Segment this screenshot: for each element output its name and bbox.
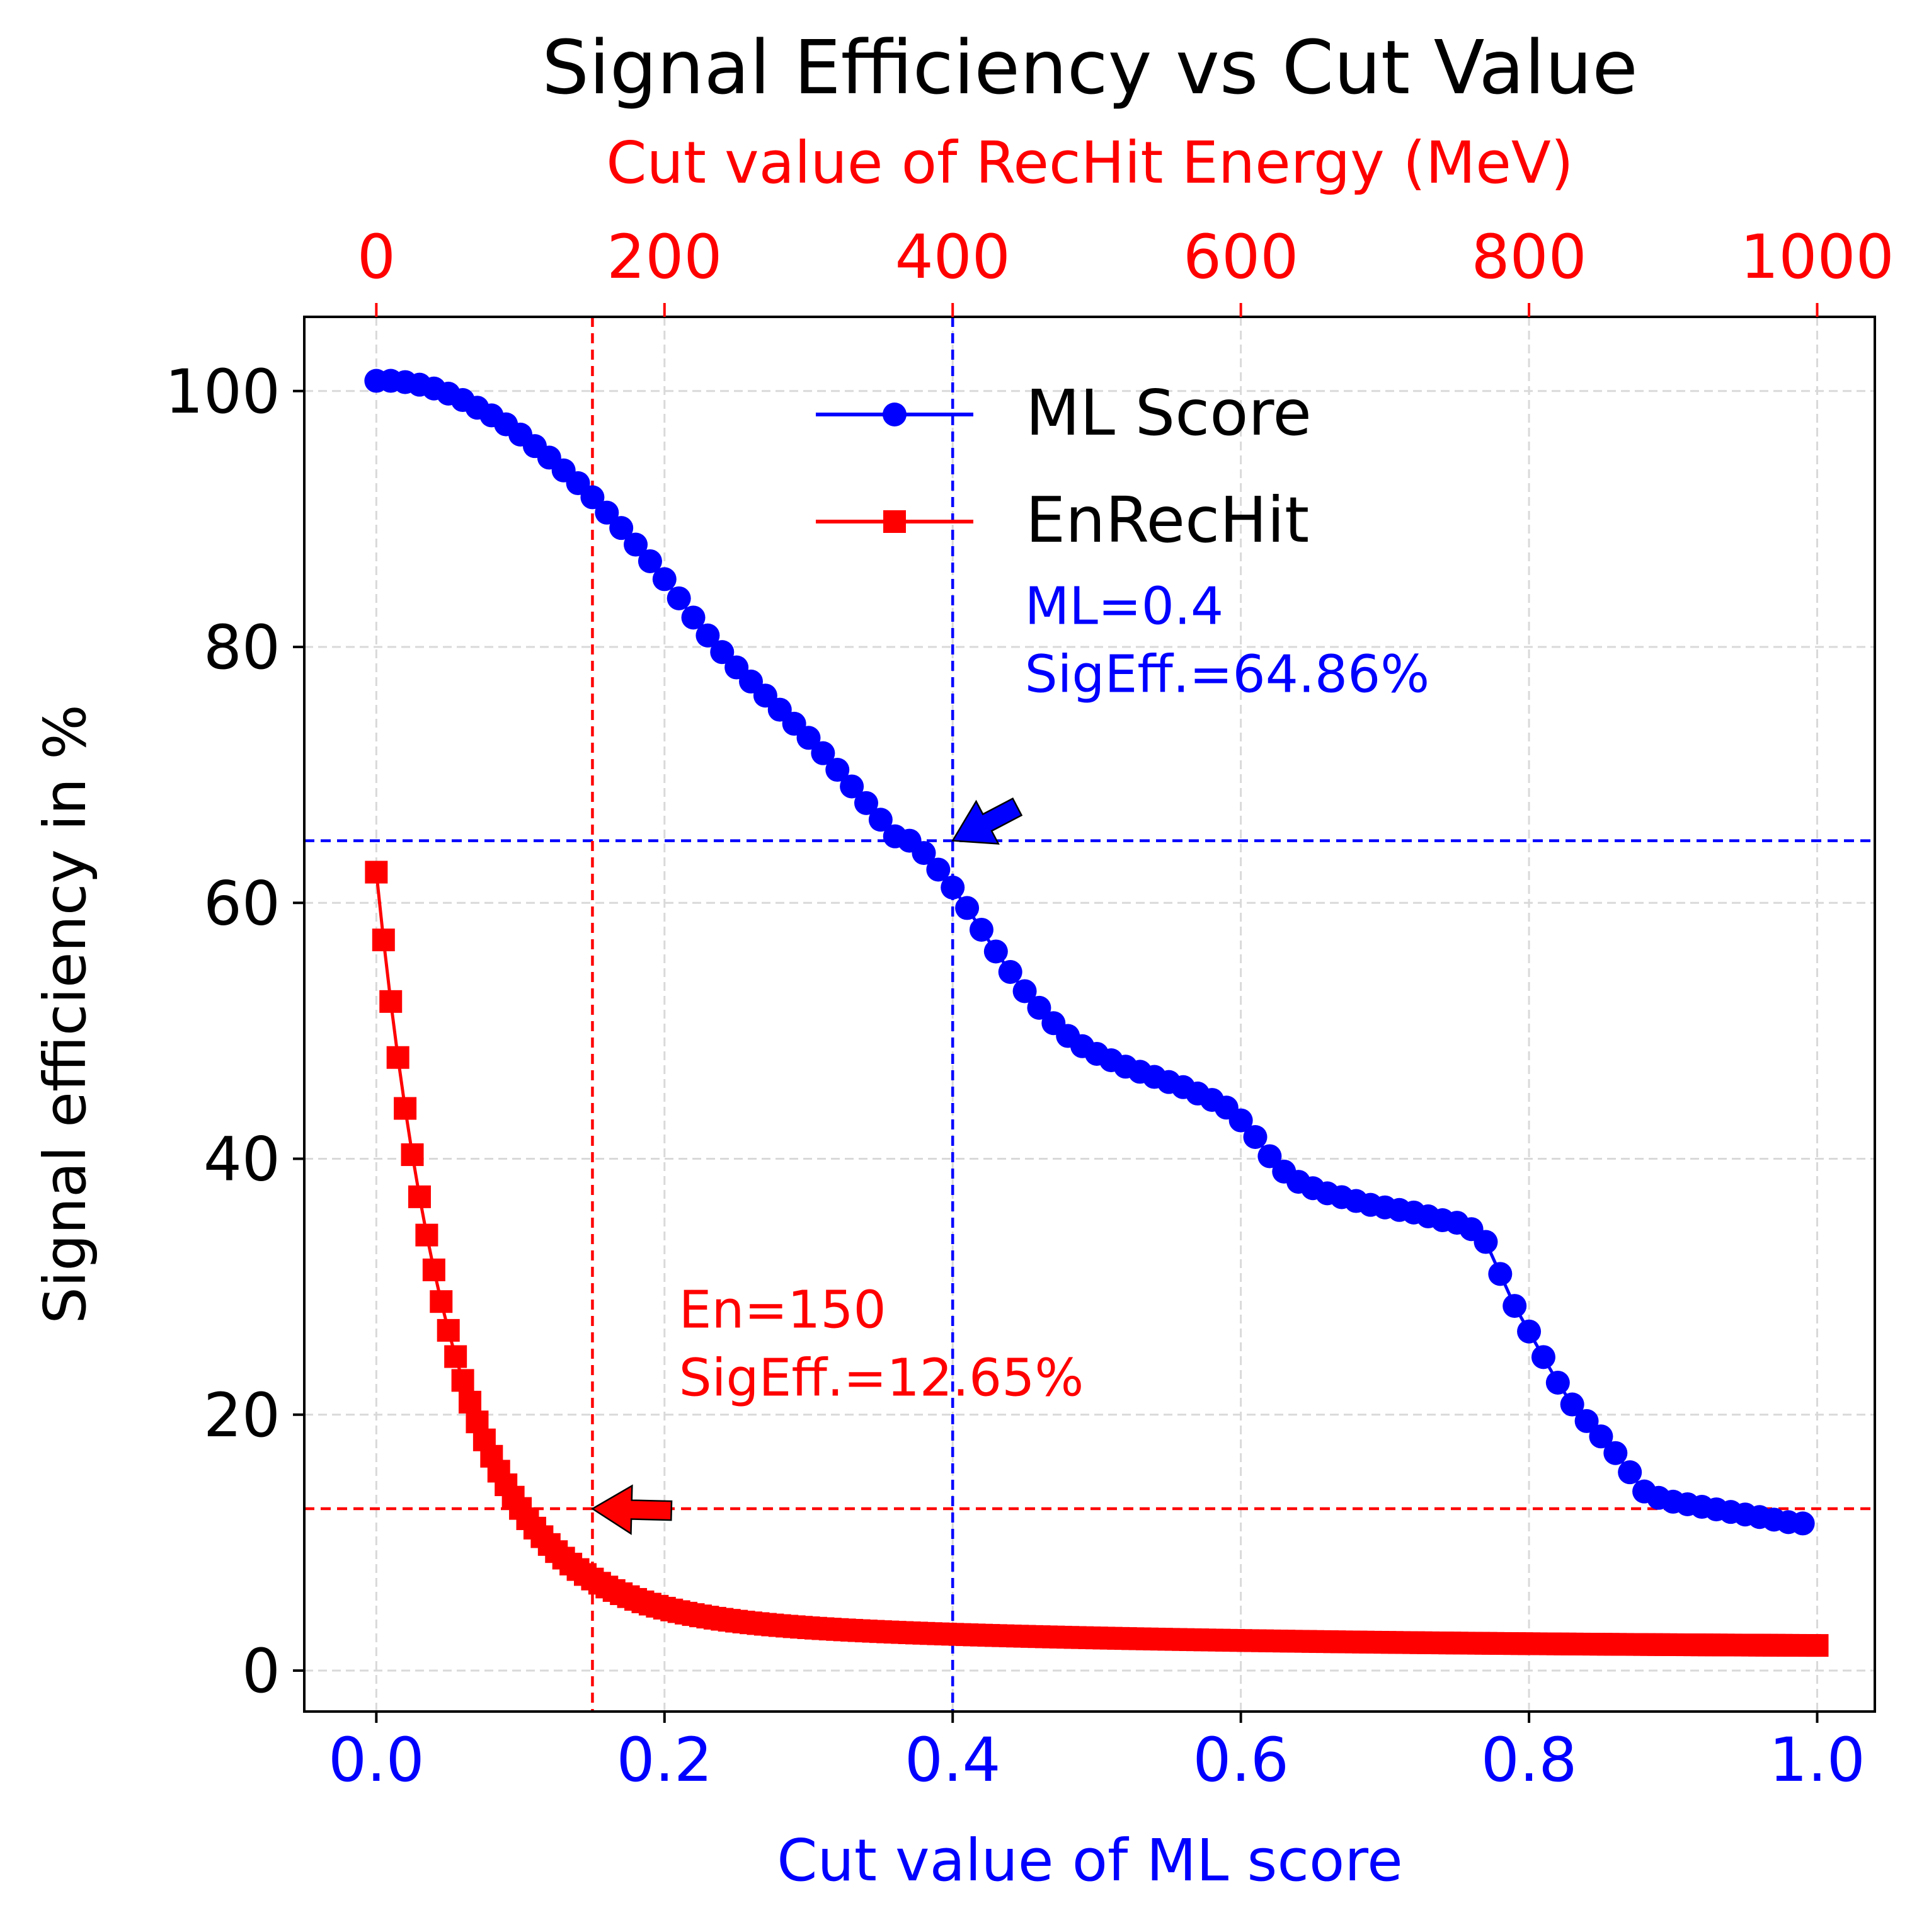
- ml-score-point: [609, 516, 634, 540]
- x-tick-label: 0.8: [1481, 1725, 1577, 1795]
- y-tick-label: 80: [203, 612, 280, 683]
- ml-score-point: [1531, 1345, 1555, 1369]
- top-x-tick-label: 800: [1471, 222, 1586, 292]
- ml-score-point: [969, 917, 993, 942]
- ml-score-point: [1545, 1370, 1570, 1395]
- enrechit-point: [430, 1290, 453, 1313]
- ml-score-point: [1790, 1511, 1815, 1536]
- annotation-en-arrow-icon: [591, 1484, 673, 1535]
- ml-score-point: [1503, 1294, 1527, 1318]
- annotation-en-label-2: SigEff.=12.65%: [679, 1348, 1084, 1408]
- enrechit-point: [415, 1223, 438, 1247]
- annotation-ml-arrow-icon: [951, 797, 1023, 845]
- ml-score-point: [941, 875, 965, 900]
- reference-lines: [304, 317, 1875, 1712]
- y-tick-label: 0: [242, 1636, 280, 1706]
- ml-score-point: [1517, 1319, 1542, 1344]
- ml-score-point: [1574, 1409, 1599, 1433]
- plot-frame: [303, 316, 1876, 1713]
- ml-score-point: [1012, 979, 1037, 1003]
- top-x-axis-label: Cut value of RecHit Energy (MeV): [606, 129, 1573, 197]
- ml-score-point: [825, 758, 850, 782]
- enrechit-point: [459, 1390, 482, 1414]
- enrechit-point: [365, 860, 388, 884]
- legend: ML Score EnRecHit: [816, 376, 1312, 557]
- ml-score-point: [998, 959, 1022, 984]
- y-tick-label: 40: [203, 1124, 280, 1195]
- ml-score-point: [667, 586, 691, 610]
- annotation-ml-label-2: SigEff.=64.86%: [1025, 644, 1430, 704]
- y-axis-label: Signal efficiency in %: [31, 704, 99, 1323]
- chart-title: Signal Efficiency vs Cut Value: [542, 24, 1638, 111]
- ml-score-point: [796, 726, 821, 750]
- enrechit-point: [422, 1258, 445, 1281]
- legend-ml-marker: [883, 403, 907, 426]
- x-tick-label: 0.4: [905, 1725, 1001, 1795]
- ml-score-point: [840, 774, 864, 799]
- ml-score-point: [652, 567, 677, 592]
- ml-score-point: [1618, 1460, 1642, 1485]
- y-tick-label: 100: [165, 357, 280, 427]
- x-tick-label: 0.6: [1193, 1725, 1289, 1795]
- top-x-tick-label: 1000: [1740, 222, 1894, 292]
- x-axis-label: Cut value of ML score: [777, 1827, 1402, 1894]
- ml-score-point: [1560, 1392, 1584, 1417]
- legend-en-marker: [883, 510, 906, 533]
- annotation-ml-label-1: ML=0.4: [1025, 576, 1224, 636]
- ml-score-point: [926, 857, 951, 882]
- y-tick-label: 60: [203, 868, 280, 939]
- ml-score-point: [710, 640, 735, 665]
- top-x-tick-label: 600: [1183, 222, 1298, 292]
- enrechit-point: [444, 1345, 467, 1368]
- ml-score-point: [624, 532, 648, 557]
- legend-ml-label: ML Score: [1026, 376, 1312, 450]
- ml-score-point: [983, 939, 1008, 964]
- enrechit-point: [437, 1318, 460, 1342]
- ml-score-point: [681, 605, 706, 630]
- enrechit-point: [379, 990, 403, 1013]
- enrechit-point: [386, 1046, 409, 1069]
- x-tick-label: 0.2: [616, 1725, 713, 1795]
- ml-score-point: [1474, 1230, 1498, 1254]
- y-tick-label: 20: [203, 1380, 280, 1451]
- ml-score-point: [638, 549, 662, 573]
- x-tick-label: 1.0: [1769, 1725, 1865, 1795]
- x-tick-label: 0.0: [328, 1725, 425, 1795]
- enrechit-point: [394, 1097, 417, 1120]
- enrechit-point: [372, 929, 395, 952]
- ml-score-point: [595, 500, 619, 525]
- enrechit-point: [1806, 1634, 1829, 1657]
- annotation-en-label-1: En=150: [679, 1280, 886, 1340]
- ml-score-point: [1228, 1108, 1253, 1133]
- enrechit-point: [401, 1143, 424, 1167]
- ml-score-point: [912, 841, 936, 866]
- ml-score-point: [1257, 1144, 1282, 1169]
- top-x-tick-label: 400: [895, 222, 1010, 292]
- enrechit-point: [408, 1185, 431, 1208]
- ml-score-point: [1488, 1262, 1513, 1286]
- annotations: ML=0.4 SigEff.=64.86% En=150 SigEff.=12.65%: [591, 576, 1430, 1535]
- ml-score-point: [1243, 1124, 1268, 1149]
- ml-score-point: [868, 808, 893, 832]
- enrechit-point: [451, 1369, 474, 1392]
- ml-score-point: [854, 791, 878, 815]
- ml-score-point: [1603, 1441, 1628, 1465]
- top-x-tick-label: 200: [607, 222, 722, 292]
- ml-score-point: [955, 896, 980, 920]
- ml-score-point: [695, 623, 720, 648]
- ml-score-point: [811, 741, 835, 765]
- ml-score-point: [1589, 1424, 1613, 1449]
- ml-score-point: [580, 485, 605, 510]
- legend-en-label: EnRecHit: [1026, 483, 1309, 557]
- top-x-tick-label: 0: [357, 222, 396, 292]
- ml-score-point: [1027, 995, 1051, 1020]
- data-series: [364, 369, 1829, 1657]
